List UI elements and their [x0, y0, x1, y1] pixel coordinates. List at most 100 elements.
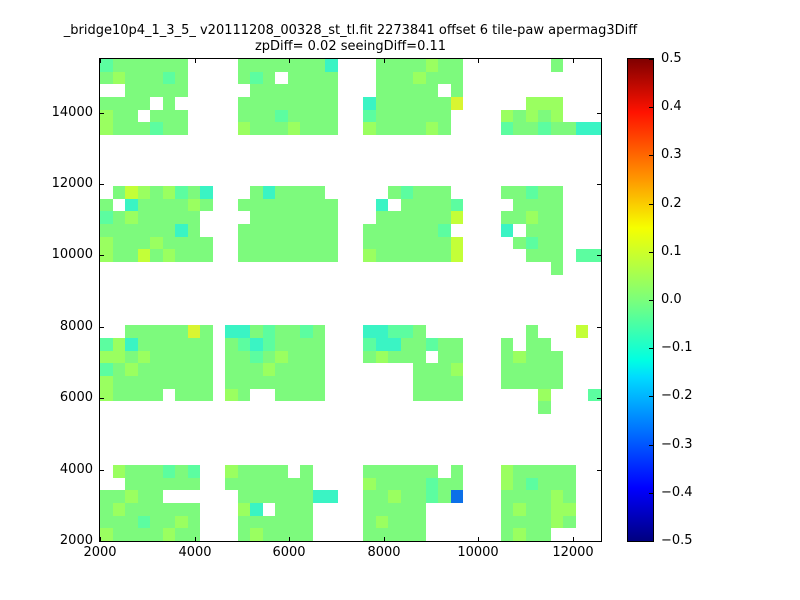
heatmap-cell	[451, 465, 463, 478]
heatmap-cell	[300, 59, 313, 72]
heatmap-cell	[275, 503, 288, 516]
heatmap-cell	[538, 376, 551, 389]
heatmap-cell	[150, 110, 163, 122]
heatmap-cell	[113, 59, 125, 72]
heatmap-cell	[200, 338, 213, 351]
heatmap-cell	[188, 325, 200, 338]
heatmap-cell	[100, 110, 113, 122]
heatmap-cell	[100, 363, 113, 376]
heatmap-cell	[401, 351, 413, 363]
heatmap-cell	[250, 376, 263, 389]
heatmap-cell	[438, 199, 451, 211]
heatmap-cell	[538, 351, 551, 363]
heatmap-cell	[263, 186, 275, 199]
heatmap-cell	[376, 325, 388, 338]
heatmap-cell	[313, 351, 325, 363]
heatmap-cell	[513, 110, 526, 122]
heatmap-cell	[313, 84, 325, 97]
heatmap-cell	[300, 490, 313, 503]
heatmap-cell	[163, 465, 175, 478]
heatmap-cell	[526, 528, 538, 541]
colorbar-tick-label: 0.0	[661, 292, 682, 307]
heatmap-cell	[300, 528, 313, 541]
heatmap-cell	[175, 389, 188, 401]
heatmap-cell	[363, 338, 376, 351]
heatmap-cell	[413, 338, 426, 351]
x-tick-label: 10000	[457, 545, 499, 560]
heatmap-cell	[413, 503, 426, 516]
colorbar-tick-label: 0.3	[661, 147, 682, 162]
heatmap-cell	[100, 122, 113, 135]
heatmap-cell	[551, 262, 563, 275]
heatmap-cell	[150, 338, 163, 351]
heatmap-cell	[526, 122, 538, 135]
heatmap-cell	[438, 211, 451, 224]
heatmap-cell	[150, 389, 163, 401]
heatmap-cell	[388, 237, 401, 249]
heatmap-cell	[388, 478, 401, 490]
heatmap-cell	[163, 249, 175, 262]
heatmap-cell	[125, 338, 138, 351]
heatmap-cell	[438, 122, 451, 135]
heatmap-cell	[175, 199, 188, 211]
heatmap-cell	[376, 199, 388, 211]
heatmap-cell	[501, 363, 513, 376]
heatmap-cell	[275, 224, 288, 237]
heatmap-cell	[125, 465, 138, 478]
heatmap-cell	[113, 110, 125, 122]
heatmap-cell	[313, 389, 325, 401]
heatmap-cell	[376, 351, 388, 363]
heatmap-cell	[363, 110, 376, 122]
heatmap-cell	[263, 363, 275, 376]
heatmap-cell	[188, 465, 200, 478]
heatmap-cell	[300, 478, 313, 490]
heatmap-cell	[150, 237, 163, 249]
heatmap-cell	[438, 59, 451, 72]
heatmap-cell	[376, 503, 388, 516]
heatmap-cell	[163, 186, 175, 199]
heatmap-cell	[175, 376, 188, 389]
heatmap-cell	[438, 249, 451, 262]
heatmap-cell	[451, 237, 463, 249]
heatmap-cell	[238, 72, 250, 84]
heatmap-cell	[288, 249, 300, 262]
heatmap-cell	[125, 59, 138, 72]
heatmap-cell	[250, 528, 263, 541]
heatmap-cell	[300, 351, 313, 363]
heatmap-cell	[551, 97, 563, 110]
heatmap-cell	[163, 211, 175, 224]
heatmap-cell	[413, 478, 426, 490]
heatmap-cell	[125, 490, 138, 503]
x-tick-mark	[100, 537, 101, 541]
heatmap-cell	[250, 84, 263, 97]
heatmap-cell	[238, 59, 250, 72]
heatmap-cell	[200, 186, 213, 199]
heatmap-cell	[275, 211, 288, 224]
heatmap-cell	[288, 389, 300, 401]
colorbar-tick-mark	[649, 107, 653, 108]
heatmap-cell	[238, 338, 250, 351]
heatmap-cell	[125, 351, 138, 363]
heatmap-cell	[300, 199, 313, 211]
heatmap-cell	[250, 465, 263, 478]
heatmap-cell	[125, 97, 138, 110]
heatmap-cell	[513, 528, 526, 541]
heatmap-cell	[426, 338, 438, 351]
heatmap-cell	[238, 237, 250, 249]
heatmap-cell	[238, 389, 250, 401]
heatmap-cell	[288, 478, 300, 490]
heatmap-cell	[113, 72, 125, 84]
heatmap-cell	[200, 199, 213, 211]
heatmap-cell	[563, 516, 576, 528]
heatmap-cell	[263, 249, 275, 262]
heatmap-cell	[526, 110, 538, 122]
x-tick-mark	[289, 537, 290, 541]
colorbar-tick-mark	[649, 396, 653, 397]
heatmap-cell	[138, 224, 150, 237]
heatmap-cell	[250, 363, 263, 376]
heatmap-cell	[388, 516, 401, 528]
x-tick-label: 12000	[552, 545, 594, 560]
heatmap-cell	[401, 528, 413, 541]
heatmap-cell	[563, 122, 576, 135]
